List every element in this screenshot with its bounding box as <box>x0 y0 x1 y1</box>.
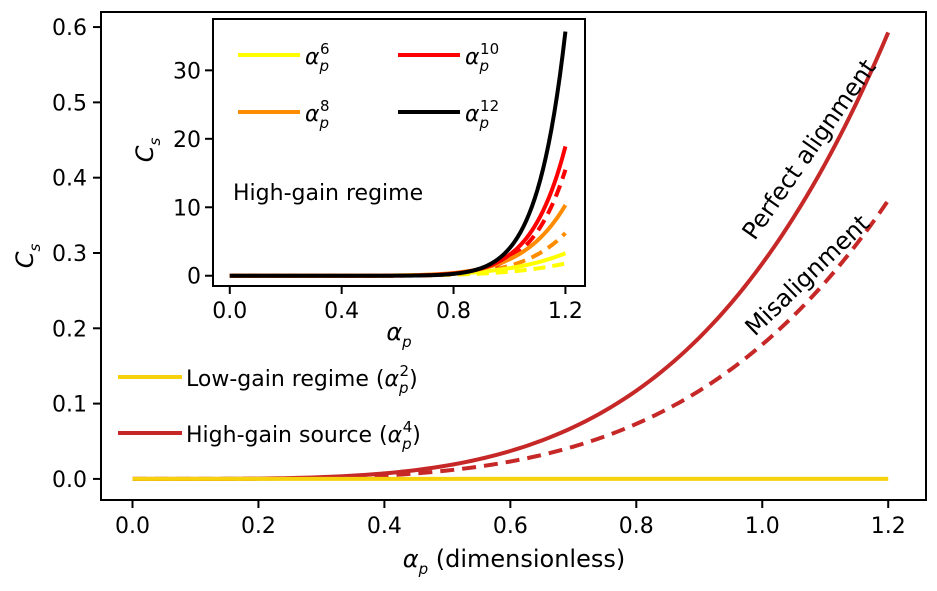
y-title-sub: s <box>26 244 44 252</box>
inset-legend-power: 6 <box>320 40 330 58</box>
inset-legend-symbol: α <box>465 45 480 70</box>
main-x-tick-label: 1.0 <box>745 514 780 539</box>
inset-y-tick-label: 20 <box>173 128 201 153</box>
inset-legend: αp6 αp10 αp8 αp12 <box>238 40 499 132</box>
inset-chart: High-gain regime αp6 αp10 αp8 αp12 0.0 0.… <box>131 18 586 351</box>
inset-legend-symbol: α <box>305 45 320 70</box>
inset-legend-sub: p <box>479 114 490 132</box>
inset-x-axis-title: αp <box>386 318 411 351</box>
inset-y-axis: 0 10 20 30 <box>173 59 213 290</box>
inset-title: High-gain regime <box>233 181 423 206</box>
main-x-tick-label: 0.4 <box>367 514 402 539</box>
legend-power: 2 <box>400 362 410 380</box>
legend-label-low-gain-prefix: Low-gain regime ( <box>186 367 384 392</box>
legend-label-high-gain-prefix: High-gain source ( <box>186 423 388 448</box>
legend-power: 4 <box>403 418 413 436</box>
main-legend: Low-gain regime (αp2) High-gain source (… <box>118 362 421 453</box>
legend-label-high-gain: High-gain source (αp4) <box>186 418 421 453</box>
inset-legend-sub: p <box>319 57 330 75</box>
main-y-axis-title: Cs <box>11 244 44 269</box>
inset-x-tick-label: 1.2 <box>548 299 583 324</box>
main-plot-frame <box>100 11 927 501</box>
main-series-line-2 <box>132 199 890 481</box>
inset-x-axis: 0.0 0.4 0.8 1.2 <box>212 286 583 324</box>
legend-close-paren: ) <box>409 367 418 392</box>
x-title-sub: p <box>418 560 429 578</box>
main-x-axis: 0.0 0.2 0.4 0.6 0.8 1.0 1.2 <box>115 500 906 539</box>
inset-plot-frame <box>212 18 586 287</box>
main-x-tick-label: 0.2 <box>241 514 276 539</box>
inset-x-title-sub: p <box>401 333 412 351</box>
inset-legend-label-alpha8: αp8 <box>305 97 330 132</box>
x-title-suffix: (dimensionless) <box>428 545 625 573</box>
main-y-tick-label: 0.3 <box>52 242 87 267</box>
main-x-tick-label: 0.8 <box>619 514 654 539</box>
inset-x-tick-label: 0.4 <box>324 299 359 324</box>
inset-legend-power: 10 <box>480 40 499 58</box>
inset-x-tick-label: 0.8 <box>436 299 471 324</box>
inset-y-title-sub: s <box>146 138 164 146</box>
inset-legend-sub: p <box>319 114 330 132</box>
main-y-tick-label: 0.0 <box>52 468 87 493</box>
main-x-tick-label: 0.0 <box>115 514 150 539</box>
legend-alpha-symbol: α <box>388 423 403 448</box>
inset-y-tick-label: 10 <box>173 196 201 221</box>
main-y-axis: 0.0 0.1 0.2 0.3 0.4 0.5 0.6 <box>52 16 101 493</box>
main-y-tick-label: 0.4 <box>52 167 87 192</box>
inset-series-solid-3 <box>229 31 568 278</box>
inset-legend-power: 12 <box>480 97 499 115</box>
main-series-layer <box>132 31 891 481</box>
main-y-tick-label: 0.1 <box>52 393 87 418</box>
inset-series-layer <box>229 31 568 278</box>
inset-legend-label-alpha12: αp12 <box>465 97 499 132</box>
inset-legend-symbol: α <box>465 102 480 127</box>
main-x-tick-label: 1.2 <box>871 514 906 539</box>
inset-legend-sub: p <box>479 57 490 75</box>
main-x-axis-title: αp (dimensionless) <box>403 545 625 578</box>
inset-y-title-symbol: C <box>131 145 159 162</box>
main-y-tick-label: 0.6 <box>52 16 87 41</box>
legend-alpha-sub: p <box>401 435 412 453</box>
inset-legend-power: 8 <box>320 97 330 115</box>
inset-y-tick-label: 0 <box>187 265 201 290</box>
inset-legend-label-alpha6: αp6 <box>305 40 330 75</box>
inset-y-tick-label: 30 <box>173 59 201 84</box>
legend-label-low-gain: Low-gain regime (αp2) <box>186 362 418 397</box>
y-title-symbol: C <box>11 251 39 268</box>
main-y-tick-label: 0.2 <box>52 317 87 342</box>
inset-legend-label-alpha10: αp10 <box>465 40 499 75</box>
inset-x-tick-label: 0.0 <box>212 299 247 324</box>
legend-alpha-sub: p <box>398 379 409 397</box>
main-x-tick-label: 0.6 <box>493 514 528 539</box>
inset-x-title-symbol: α <box>386 318 402 346</box>
x-title-symbol: α <box>403 545 419 573</box>
inset-legend-symbol: α <box>305 102 320 127</box>
legend-close-paren: ) <box>412 423 421 448</box>
main-y-tick-label: 0.5 <box>52 91 87 116</box>
inset-y-axis-title: Cs <box>131 138 164 163</box>
legend-alpha-symbol: α <box>384 367 399 392</box>
